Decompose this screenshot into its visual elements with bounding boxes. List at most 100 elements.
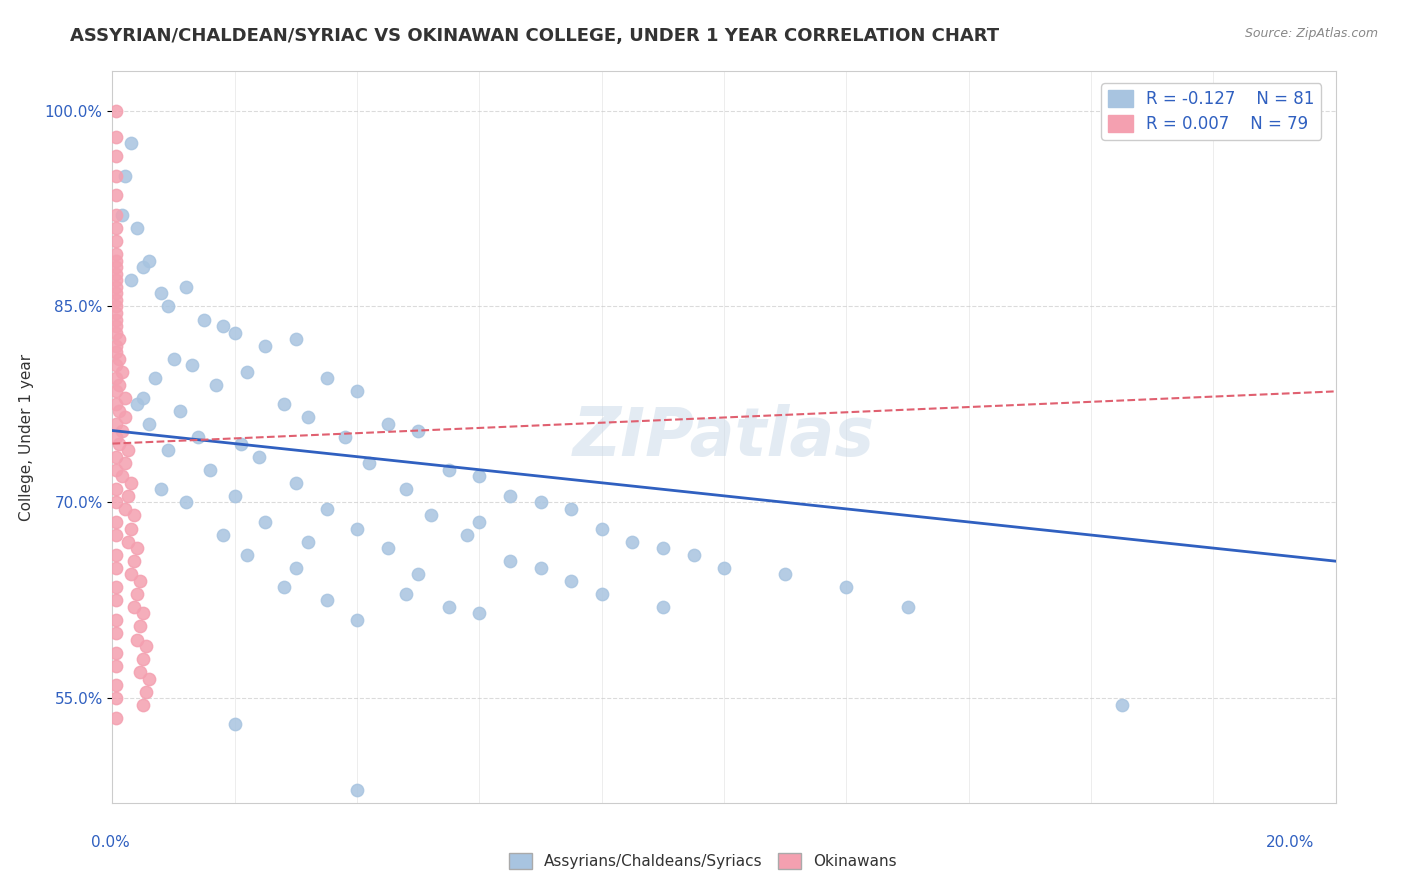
Point — [107, 351, 129, 366]
Point — [529, 495, 551, 509]
Point — [200, 463, 222, 477]
Point — [132, 652, 155, 666]
Text: ASSYRIAN/CHALDEAN/SYRIAC VS OKINAWAN COLLEGE, UNDER 1 YEAR CORRELATION CHART: ASSYRIAN/CHALDEAN/SYRIAC VS OKINAWAN COL… — [70, 27, 1000, 45]
Point — [120, 273, 142, 287]
Point — [104, 358, 127, 372]
Point — [107, 332, 129, 346]
Point — [104, 495, 127, 509]
Point — [104, 384, 127, 399]
Point — [150, 286, 173, 301]
Point — [104, 103, 127, 118]
Point — [104, 691, 127, 706]
Point — [138, 417, 160, 431]
Point — [122, 599, 145, 614]
Point — [104, 169, 127, 183]
Point — [104, 613, 127, 627]
Point — [211, 528, 233, 542]
Point — [408, 424, 430, 438]
Point — [773, 567, 796, 582]
Point — [346, 384, 368, 399]
Point — [125, 541, 148, 555]
Point — [468, 469, 491, 483]
Point — [132, 260, 155, 275]
Point — [107, 436, 129, 450]
Legend: R = -0.127    N = 81, R = 0.007    N = 79: R = -0.127 N = 81, R = 0.007 N = 79 — [1101, 83, 1322, 140]
Point — [104, 678, 127, 692]
Point — [104, 260, 127, 275]
Point — [499, 554, 522, 568]
Point — [247, 450, 270, 464]
Point — [224, 489, 246, 503]
Point — [117, 443, 139, 458]
Point — [104, 234, 127, 248]
Point — [120, 567, 142, 582]
Point — [114, 169, 136, 183]
Point — [224, 717, 246, 731]
Point — [835, 580, 858, 594]
Point — [150, 483, 173, 497]
Point — [187, 430, 209, 444]
Point — [437, 463, 460, 477]
Point — [111, 424, 134, 438]
Point — [456, 528, 478, 542]
Point — [205, 377, 228, 392]
Point — [395, 587, 418, 601]
Point — [138, 253, 160, 268]
Point — [591, 522, 613, 536]
Point — [284, 332, 308, 346]
Point — [120, 475, 142, 490]
Point — [104, 450, 127, 464]
Point — [315, 593, 337, 607]
Point — [174, 495, 197, 509]
Text: Source: ZipAtlas.com: Source: ZipAtlas.com — [1244, 27, 1378, 40]
Point — [169, 404, 191, 418]
Point — [174, 280, 197, 294]
Point — [125, 221, 148, 235]
Point — [104, 580, 127, 594]
Point — [135, 639, 157, 653]
Point — [104, 253, 127, 268]
Point — [437, 599, 460, 614]
Point — [120, 522, 142, 536]
Point — [408, 567, 430, 582]
Point — [117, 489, 139, 503]
Point — [104, 293, 127, 307]
Point — [621, 534, 644, 549]
Point — [107, 404, 129, 418]
Point — [395, 483, 418, 497]
Point — [104, 345, 127, 359]
Point — [333, 430, 356, 444]
Point — [104, 711, 127, 725]
Point — [132, 391, 155, 405]
Point — [122, 508, 145, 523]
Point — [713, 560, 735, 574]
Point — [560, 502, 582, 516]
Point — [125, 632, 148, 647]
Legend: Assyrians/Chaldeans/Syriacs, Okinawans: Assyrians/Chaldeans/Syriacs, Okinawans — [503, 847, 903, 875]
Point — [346, 782, 368, 797]
Point — [104, 483, 127, 497]
Point — [104, 371, 127, 385]
Point — [229, 436, 252, 450]
Point — [163, 351, 186, 366]
Point — [104, 306, 127, 320]
Point — [138, 672, 160, 686]
Point — [104, 397, 127, 411]
Point — [122, 554, 145, 568]
Point — [104, 626, 127, 640]
Point — [104, 417, 127, 431]
Point — [104, 149, 127, 163]
Point — [156, 443, 179, 458]
Point — [129, 574, 152, 588]
Point — [104, 188, 127, 202]
Point — [104, 658, 127, 673]
Point — [114, 456, 136, 470]
Point — [499, 489, 522, 503]
Point — [468, 607, 491, 621]
Point — [236, 548, 259, 562]
Text: 0.0%: 0.0% — [91, 836, 131, 850]
Point — [132, 607, 155, 621]
Point — [254, 515, 277, 529]
Point — [104, 286, 127, 301]
Point — [114, 502, 136, 516]
